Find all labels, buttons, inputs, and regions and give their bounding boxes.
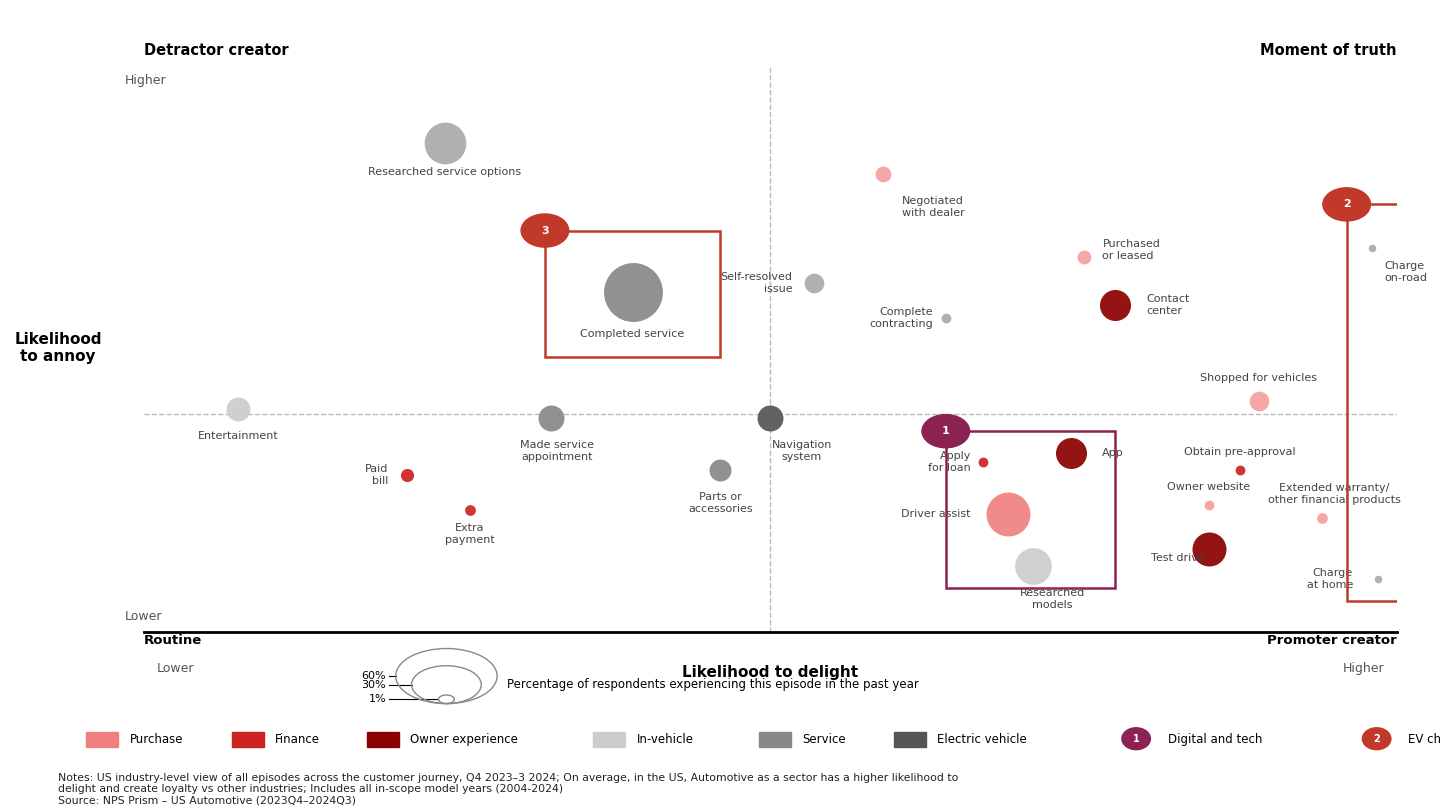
Text: Paid
bill: Paid bill: [364, 464, 389, 486]
Text: Electric vehicle: Electric vehicle: [937, 733, 1027, 746]
Text: Shopped for vehicles: Shopped for vehicles: [1201, 373, 1318, 383]
Point: [1228, 464, 1251, 477]
Text: Likelihood to delight: Likelihood to delight: [683, 664, 858, 680]
Text: 3: 3: [541, 225, 549, 236]
Text: Owner experience: Owner experience: [410, 733, 518, 746]
Point: [708, 464, 732, 477]
Point: [1247, 394, 1270, 407]
Text: Entertainment: Entertainment: [197, 431, 278, 441]
Text: Purchased
or leased: Purchased or leased: [1103, 239, 1161, 261]
Text: Percentage of respondents experiencing this episode in the past year: Percentage of respondents experiencing t…: [507, 678, 919, 691]
Text: Lower: Lower: [157, 663, 194, 676]
Text: In-vehicle: In-vehicle: [636, 733, 694, 746]
Text: Navigation
system: Navigation system: [772, 440, 832, 462]
Text: Finance: Finance: [275, 733, 320, 746]
Text: App: App: [1103, 448, 1125, 458]
Text: Test drive: Test drive: [1151, 553, 1204, 563]
Point: [1022, 560, 1045, 573]
Point: [759, 411, 782, 424]
Text: Moment of truth: Moment of truth: [1260, 43, 1397, 58]
Circle shape: [521, 214, 569, 247]
Text: Service: Service: [802, 733, 845, 746]
Text: Higher: Higher: [125, 74, 167, 87]
Point: [1361, 241, 1384, 254]
Text: 2: 2: [1344, 199, 1351, 209]
Bar: [544, 231, 720, 357]
Point: [972, 455, 995, 468]
Text: Charge
on-road: Charge on-road: [1384, 261, 1427, 283]
Text: Self-resolved
issue: Self-resolved issue: [720, 272, 792, 294]
Point: [1198, 543, 1221, 556]
Point: [996, 508, 1020, 521]
Text: Researched
models: Researched models: [1020, 588, 1084, 610]
Text: Purchase: Purchase: [130, 733, 183, 746]
Text: 1: 1: [1133, 734, 1139, 744]
Bar: [946, 431, 1115, 588]
Text: Owner website: Owner website: [1168, 482, 1250, 492]
Point: [1310, 512, 1333, 525]
Text: Obtain pre-approval: Obtain pre-approval: [1184, 447, 1296, 458]
Circle shape: [922, 415, 969, 448]
Text: 2: 2: [1374, 734, 1380, 744]
Text: Made service
appointment: Made service appointment: [520, 440, 595, 462]
Text: Extended warranty/
other financial products: Extended warranty/ other financial produ…: [1267, 484, 1401, 505]
Text: Routine: Routine: [144, 634, 202, 647]
Text: 60%: 60%: [361, 671, 386, 681]
Text: EV charging: EV charging: [1408, 733, 1440, 746]
Text: Higher: Higher: [1342, 663, 1384, 676]
Circle shape: [1122, 727, 1151, 750]
Point: [871, 168, 894, 181]
Bar: [1346, 204, 1403, 601]
Circle shape: [1323, 188, 1371, 221]
Point: [802, 276, 825, 289]
Text: Likelihood
to annoy: Likelihood to annoy: [14, 332, 102, 364]
Text: Detractor creator: Detractor creator: [144, 43, 288, 58]
Text: Apply
for loan: Apply for loan: [929, 450, 971, 473]
Point: [1198, 499, 1221, 512]
Text: Parts or
accessories: Parts or accessories: [688, 492, 753, 514]
Point: [621, 285, 644, 298]
Point: [935, 311, 958, 324]
Point: [1103, 298, 1126, 311]
Point: [226, 403, 249, 416]
Text: Negotiated
with dealer: Negotiated with dealer: [901, 196, 965, 218]
Text: Driver assist: Driver assist: [901, 509, 971, 519]
Text: 1: 1: [942, 426, 949, 436]
Point: [1060, 446, 1083, 459]
Text: Contact
center: Contact center: [1146, 294, 1189, 316]
Text: 30%: 30%: [361, 680, 386, 689]
Text: Charge
at home: Charge at home: [1306, 569, 1354, 590]
Text: Promoter creator: Promoter creator: [1267, 634, 1397, 647]
Text: 1%: 1%: [369, 694, 386, 704]
Text: Researched service options: Researched service options: [369, 168, 521, 177]
Text: Completed service: Completed service: [580, 329, 684, 339]
Point: [1367, 573, 1390, 586]
Point: [396, 468, 419, 481]
Text: Digital and tech: Digital and tech: [1168, 733, 1263, 746]
Circle shape: [1362, 727, 1391, 750]
Text: Lower: Lower: [125, 610, 163, 623]
Point: [458, 503, 481, 516]
Point: [1071, 250, 1094, 263]
Point: [433, 137, 456, 150]
Point: [540, 411, 563, 424]
Text: Extra
payment: Extra payment: [445, 522, 494, 545]
Text: Notes: US industry-level view of all episodes across the customer journey, Q4 20: Notes: US industry-level view of all epi…: [58, 773, 958, 806]
Text: Complete
contracting: Complete contracting: [870, 307, 933, 329]
